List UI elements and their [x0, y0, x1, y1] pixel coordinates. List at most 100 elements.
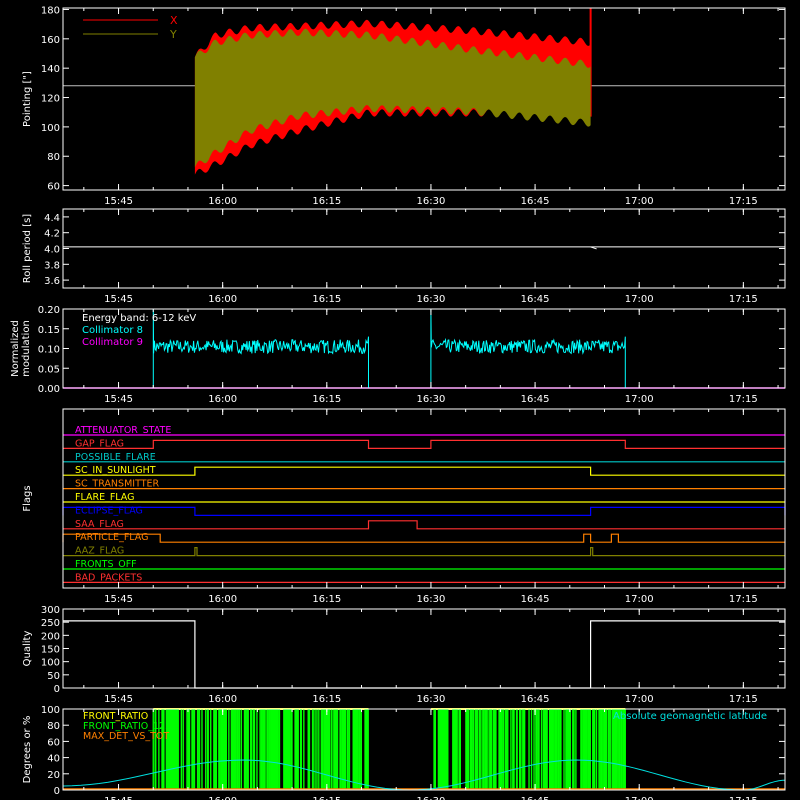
axes-frame: [62, 7, 786, 191]
geomag-latitude-line: [62, 759, 785, 791]
x-tick-label: 16:45: [521, 196, 550, 207]
x-tick-label: 16:15: [312, 594, 341, 605]
flag-line: [63, 520, 785, 530]
y-axis-label: Pointing ["]: [22, 71, 33, 127]
energy-band-annotation: Energy band: 6-12 keV: [82, 313, 196, 324]
x-tick-label: 15:45: [104, 594, 133, 605]
flag-line: [62, 533, 785, 543]
y-tick-label: 140: [41, 64, 60, 75]
x-tick-label: 16:30: [417, 594, 446, 605]
x-tick-label: 16:00: [208, 196, 237, 207]
x-tick-label: 16:45: [521, 394, 550, 405]
flag-line: [63, 466, 785, 476]
y-tick-label: 0.00: [38, 384, 60, 395]
y-tick-label: 0.20: [38, 305, 60, 316]
collimator8-segment-0: [152, 308, 369, 388]
plot-axes: [62, 7, 786, 791]
plot-lines: [62, 246, 786, 791]
x-tick-label: 16:00: [208, 594, 237, 605]
y-axis-label: Quality: [22, 631, 33, 667]
y-tick-label: 0: [54, 684, 60, 695]
y-tick-label: 160: [41, 35, 60, 46]
x-tick-label: 16:15: [312, 196, 341, 207]
x-tick-label: 17:15: [729, 694, 758, 705]
flag-label: SAA_FLAG: [75, 519, 124, 530]
flag-label: ECLIPSE_FLAG: [75, 505, 143, 516]
collimator8-segment-1: [430, 308, 626, 388]
y-tick-label: 60: [47, 737, 60, 748]
axes-frame: [62, 408, 786, 589]
x-tick-label: 15:45: [104, 694, 133, 705]
geomag-latitude-label: Absolute geomagnetic latitude: [613, 711, 767, 722]
y-axis-label: Normalized: [10, 320, 21, 377]
x-tick-label: 17:00: [625, 394, 654, 405]
x-tick-label: 17:00: [625, 796, 654, 800]
x-tick-label: 16:45: [521, 294, 550, 305]
x-tick-label: 16:30: [417, 796, 446, 800]
axes-frame: [62, 208, 786, 289]
flag-label: PARTICLE_FLAG: [75, 532, 148, 543]
x-tick-label: 15:45: [104, 796, 133, 800]
flag-label: SC_IN_SUNLIGHT: [75, 465, 156, 476]
y-axis-label: Roll period [s]: [22, 214, 33, 283]
x-tick-label: 15:45: [104, 196, 133, 207]
y-tick-label: 0: [54, 786, 60, 797]
x-tick-label: 16:00: [208, 394, 237, 405]
x-tick-label: 17:15: [729, 196, 758, 207]
x-tick-label: 17:00: [625, 594, 654, 605]
plot-labels: 15:45 16:00 16:15 16:30 16:45 17:00 17:15 180 16…: [10, 5, 767, 800]
y-tick-label: 3.8: [44, 260, 60, 271]
y-tick-label: 50: [47, 671, 60, 682]
quality-line: [63, 620, 785, 689]
x-tick-label: 16:30: [417, 294, 446, 305]
y-tick-label: 20: [47, 770, 60, 781]
axes-frame: [62, 708, 786, 791]
x-tick-label: 16:00: [208, 294, 237, 305]
y-tick-label: 3.6: [44, 276, 60, 287]
x-tick-label: 17:15: [729, 796, 758, 800]
x-tick-label: 16:00: [208, 694, 237, 705]
flag-label: FRONTS_OFF: [75, 559, 137, 570]
flag-label: BAD_PACKETS: [75, 572, 142, 583]
x-tick-label: 16:15: [312, 694, 341, 705]
x-tick-label: 16:00: [208, 796, 237, 800]
y-axis-label: modulation: [21, 320, 32, 377]
x-tick-label: 17:00: [625, 294, 654, 305]
plot-fills: [63, 8, 785, 790]
y-tick-label: 300: [41, 605, 60, 616]
x-tick-label: 16:45: [521, 796, 550, 800]
y-tick-label: 40: [47, 754, 60, 765]
x-tick-label: 16:30: [417, 694, 446, 705]
x-tick-label: 17:15: [729, 594, 758, 605]
legend-label: X: [170, 14, 178, 27]
flag-label: POSSIBLE_FLARE: [75, 452, 156, 463]
x-tick-label: 17:00: [625, 694, 654, 705]
flag-line: [62, 506, 786, 517]
y-tick-label: 4.0: [44, 245, 60, 256]
legend-label: FRONT_RATIO: [83, 711, 148, 722]
y-tick-label: 250: [41, 618, 60, 629]
flag-label: SC_TRANSMITTER: [75, 479, 160, 490]
y-tick-label: 120: [41, 94, 60, 105]
y-tick-label: 0.05: [38, 364, 60, 375]
y-tick-label: 100: [41, 658, 60, 669]
x-tick-label: 17:00: [625, 196, 654, 207]
y-tick-label: 0.15: [38, 325, 60, 336]
y-tick-label: 200: [41, 631, 60, 642]
x-tick-label: 16:15: [312, 294, 341, 305]
x-tick-label: 16:45: [521, 594, 550, 605]
y-tick-label: 150: [41, 645, 60, 656]
pointing-band-y: [194, 28, 591, 168]
y-tick-label: 80: [47, 152, 60, 163]
y-tick-label: 4.2: [44, 229, 60, 240]
legend-label: Collimator 9: [82, 337, 143, 348]
flag-label: AAZ_FLAG: [75, 546, 124, 557]
x-tick-label: 16:45: [521, 694, 550, 705]
y-tick-label: 100: [41, 123, 60, 134]
x-tick-label: 15:45: [104, 294, 133, 305]
y-tick-label: 180: [41, 5, 60, 16]
y-tick-label: 80: [47, 721, 60, 732]
x-tick-label: 16:30: [417, 394, 446, 405]
x-tick-label: 16:15: [312, 796, 341, 800]
y-axis-label: Degrees or %: [22, 716, 33, 784]
